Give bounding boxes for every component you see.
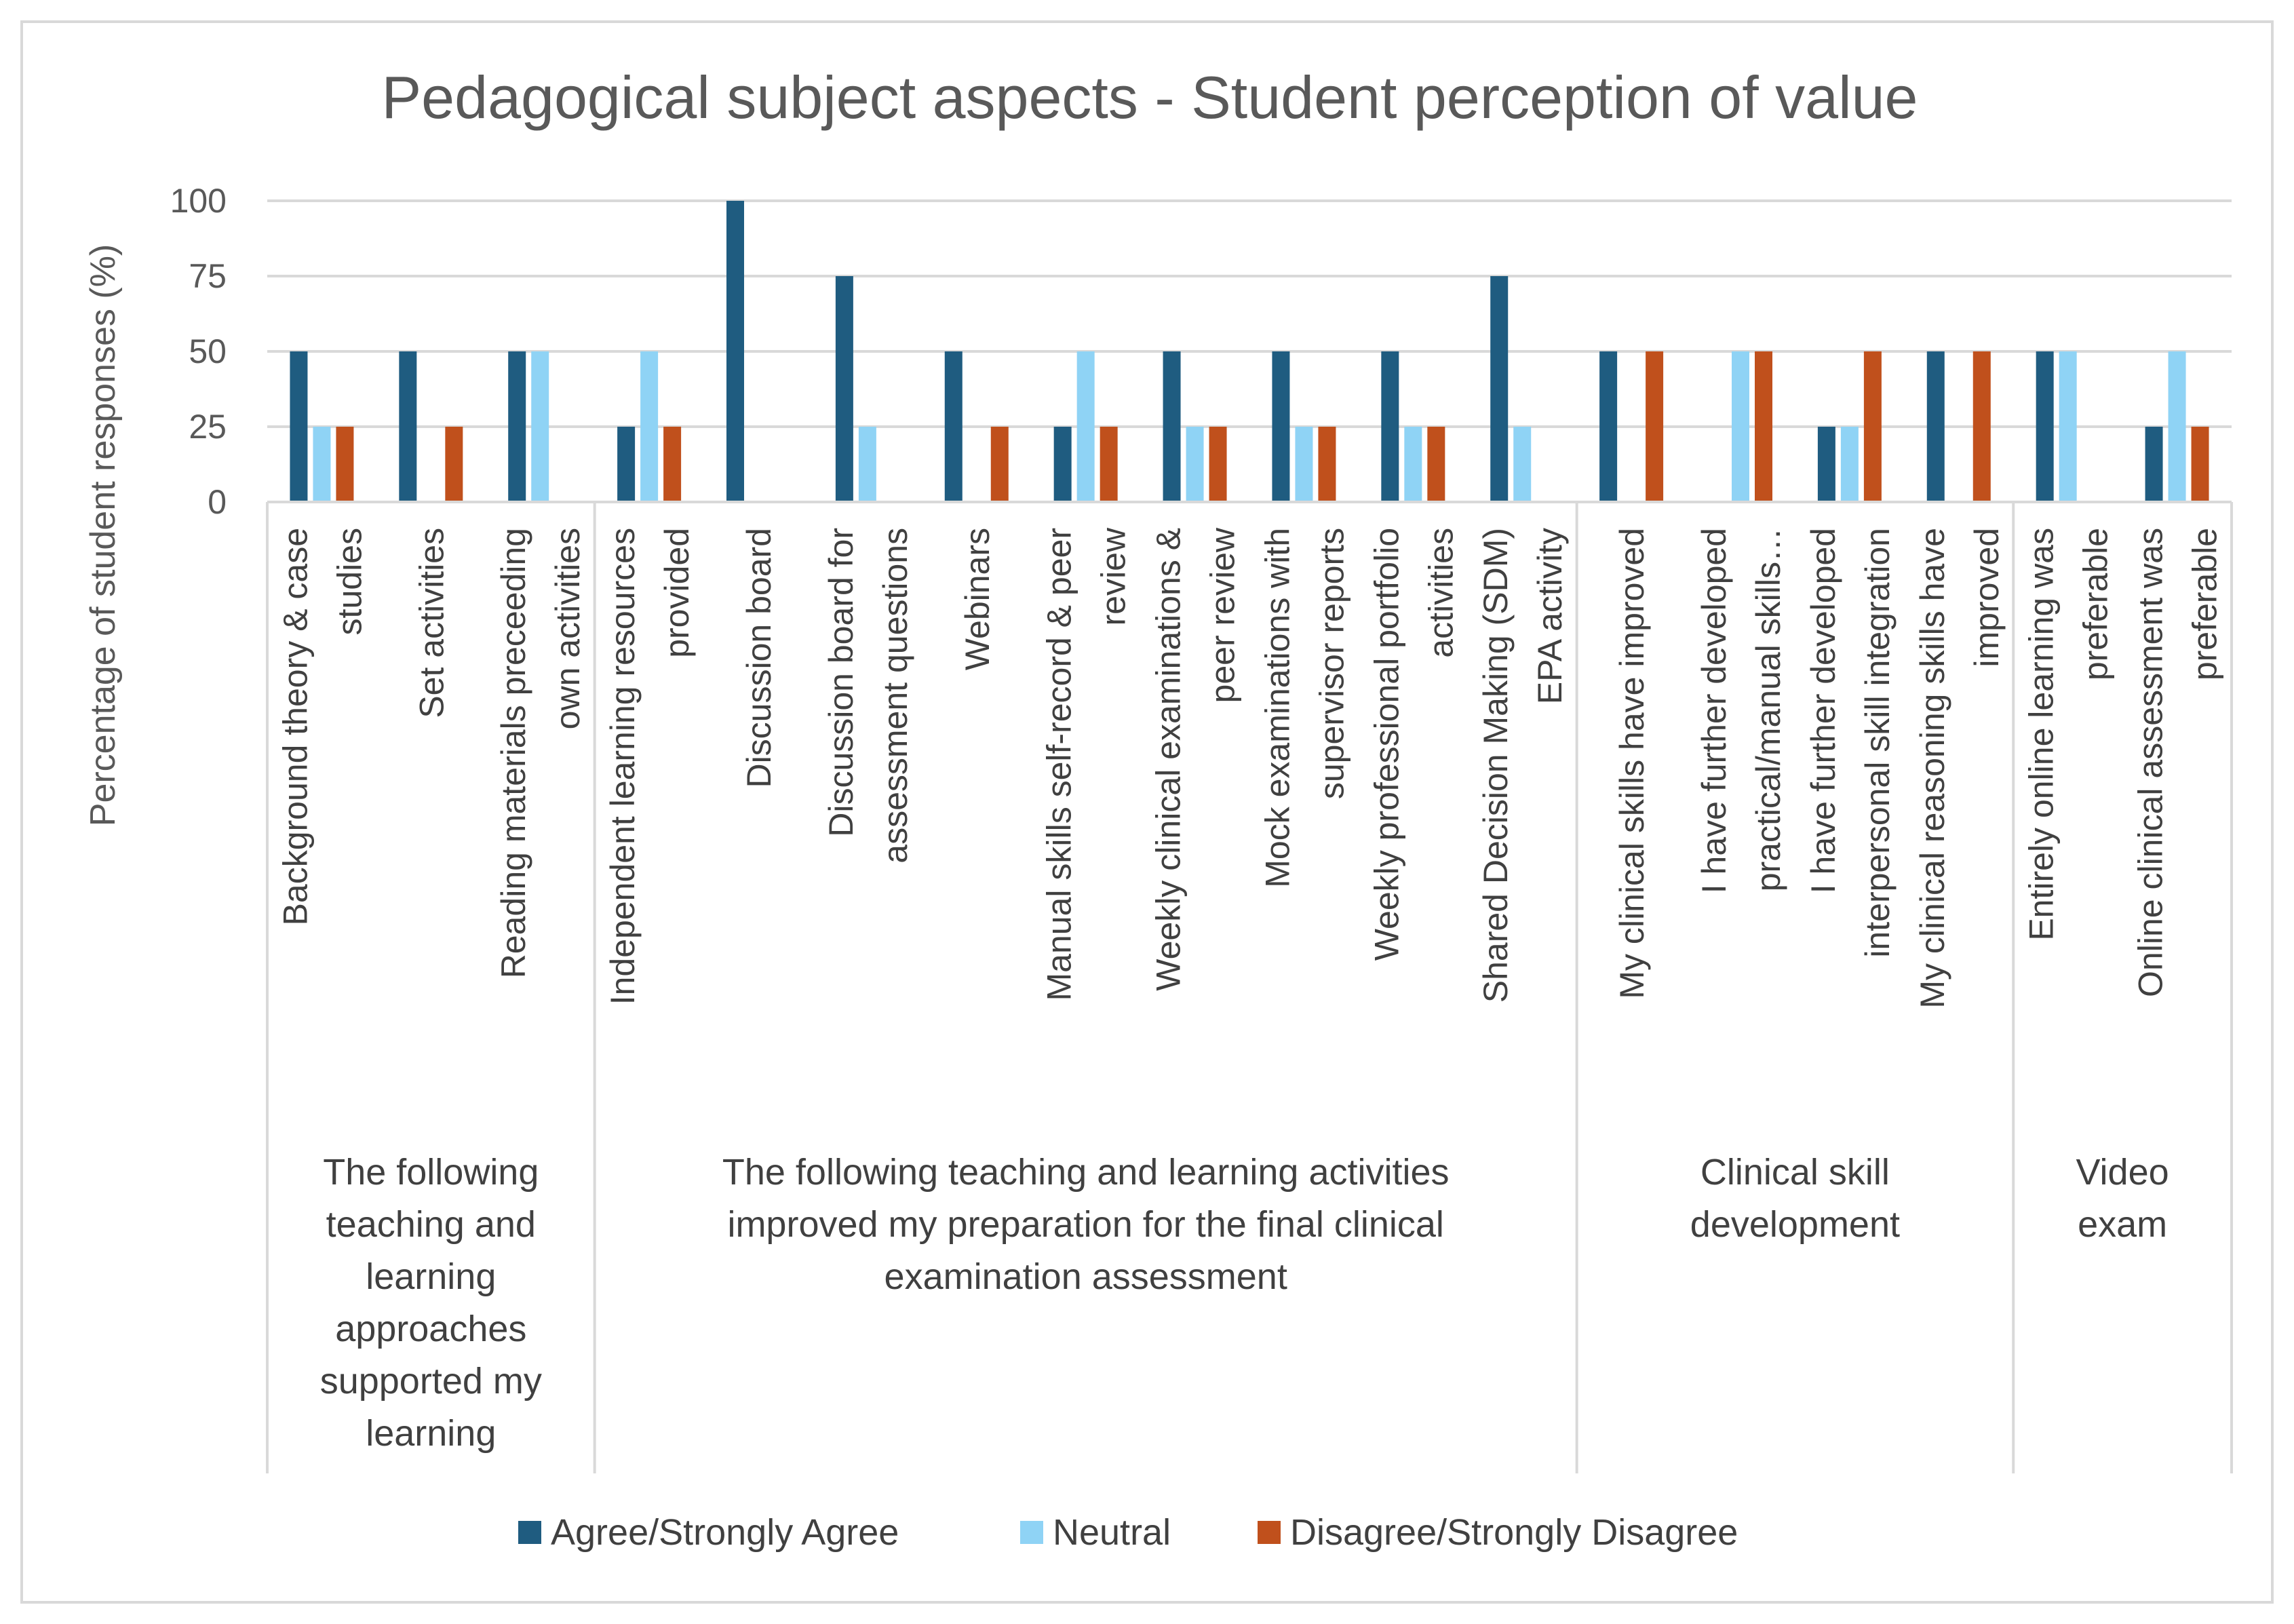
bar-0-10: [1381, 351, 1399, 502]
category-label-17: Online clinical assessment was preferable: [2132, 528, 2224, 997]
bar-2-7: [1100, 427, 1118, 502]
bars: [290, 201, 2209, 502]
category-label-16: Entirely online learning was preferable: [2023, 528, 2115, 941]
bar-0-4: [726, 201, 744, 502]
legend-swatch-1: [1020, 1521, 1043, 1544]
category-label-7: Manual skills self-record & peer review: [1041, 527, 1133, 1001]
category-label-8: Weekly clinical examinations & peer revie…: [1150, 527, 1242, 991]
bar-1-0: [313, 427, 331, 502]
group-label-1: The following teaching and learning acti…: [722, 1152, 1450, 1297]
bar-0-12: [1599, 351, 1618, 502]
bar-0-6: [944, 351, 963, 502]
bar-0-1: [399, 351, 417, 502]
bar-2-15: [1972, 351, 1991, 502]
bar-2-14: [1863, 351, 1882, 502]
bar-0-11: [1490, 276, 1509, 502]
bar-1-9: [1295, 427, 1313, 502]
category-label-14: I have further developed interpersonal sk…: [1804, 528, 1897, 958]
y-tick-label-75: 75: [189, 257, 227, 295]
chart-frame: Pedagogical subject aspects - Student pe…: [20, 20, 2274, 1604]
bar-0-8: [1163, 351, 1181, 502]
bar-0-16: [2036, 351, 2054, 502]
bar-0-0: [290, 351, 308, 502]
bar-1-7: [1076, 351, 1095, 502]
legend: Agree/Strongly Agree Neutral Disagree/Stro…: [518, 1512, 1738, 1553]
y-axis-title: Percentage of student responses (%): [83, 244, 123, 826]
bar-2-10: [1427, 427, 1445, 502]
category-label-4: Discussion board: [740, 528, 778, 788]
bar-1-13: [1732, 351, 1749, 502]
bar-2-17: [2191, 427, 2209, 502]
bar-2-8: [1209, 427, 1227, 502]
category-label-11: Shared Decision Making (SDM) EPA activity: [1477, 528, 1569, 1003]
bar-1-16: [2059, 351, 2077, 502]
category-label-5: Discussion board for assessment questions: [822, 528, 914, 864]
bar-1-2: [531, 351, 549, 502]
group-label-2: Clinical skill development: [1690, 1152, 1900, 1245]
group-labels: The following teaching and learning approac…: [320, 1152, 2169, 1454]
legend-label-1: Neutral: [1053, 1512, 1171, 1553]
y-tick-label-50: 50: [189, 332, 227, 370]
bar-0-15: [1926, 351, 1945, 502]
bar-2-12: [1646, 351, 1664, 502]
bar-1-5: [858, 427, 876, 502]
category-label-2: Reading materials preceeding own activiti…: [494, 528, 587, 978]
bar-2-0: [336, 427, 354, 502]
category-label-9: Mock examinations with supervisor reports: [1258, 528, 1350, 888]
bar-2-3: [663, 427, 682, 502]
bar-2-6: [990, 427, 1009, 502]
bar-0-5: [835, 276, 853, 502]
y-tick-label-0: 0: [208, 483, 227, 521]
bar-2-13: [1755, 351, 1772, 502]
bar-1-14: [1840, 427, 1859, 502]
category-label-15: My clinical reasoning skills have improve…: [1913, 528, 2006, 1009]
group-label-3: Video exam: [2076, 1152, 2169, 1245]
y-tick-labels: 0 25 50 75 100: [170, 182, 227, 521]
y-tick-label-25: 25: [189, 408, 227, 446]
category-labels: Background theory & case studies Set activ…: [276, 527, 2223, 1009]
axes: [266, 501, 2233, 1473]
category-label-6: Webinars: [958, 528, 996, 670]
gridlines: [267, 199, 2232, 428]
bar-1-8: [1186, 427, 1204, 502]
bar-0-2: [508, 351, 526, 502]
bar-1-10: [1404, 427, 1422, 502]
category-label-3: Independent learning resources provided: [604, 528, 696, 1005]
chart-title: Pedagogical subject aspects - Student pe…: [381, 64, 1918, 131]
bar-0-7: [1053, 427, 1072, 502]
group-label-0: The following teaching and learning approac…: [320, 1152, 542, 1454]
category-label-1: Set activities: [412, 528, 450, 718]
chart-canvas: Pedagogical subject aspects - Student pe…: [83, 64, 2233, 1553]
legend-label-2: Disagree/Strongly Disagree: [1290, 1512, 1738, 1553]
bar-2-1: [445, 427, 463, 502]
bar-2-9: [1318, 427, 1336, 502]
bar-0-9: [1272, 351, 1290, 502]
bar-0-14: [1817, 427, 1835, 502]
bar-1-3: [640, 351, 659, 502]
legend-swatch-2: [1258, 1521, 1281, 1544]
category-label-10: Weekly professional portfolio activities: [1367, 528, 1460, 961]
bar-1-11: [1513, 427, 1532, 502]
bar-0-3: [617, 427, 636, 502]
category-label-13: I have further developed practical/manual…: [1695, 528, 1787, 893]
legend-swatch-0: [518, 1521, 541, 1544]
category-label-12: My clinical skills have improved: [1613, 528, 1651, 999]
y-tick-label-100: 100: [170, 182, 227, 220]
bar-1-17: [2168, 351, 2186, 502]
category-label-0: Background theory & case studies: [276, 528, 368, 925]
bar-0-17: [2145, 427, 2163, 502]
legend-label-0: Agree/Strongly Agree: [551, 1512, 899, 1553]
